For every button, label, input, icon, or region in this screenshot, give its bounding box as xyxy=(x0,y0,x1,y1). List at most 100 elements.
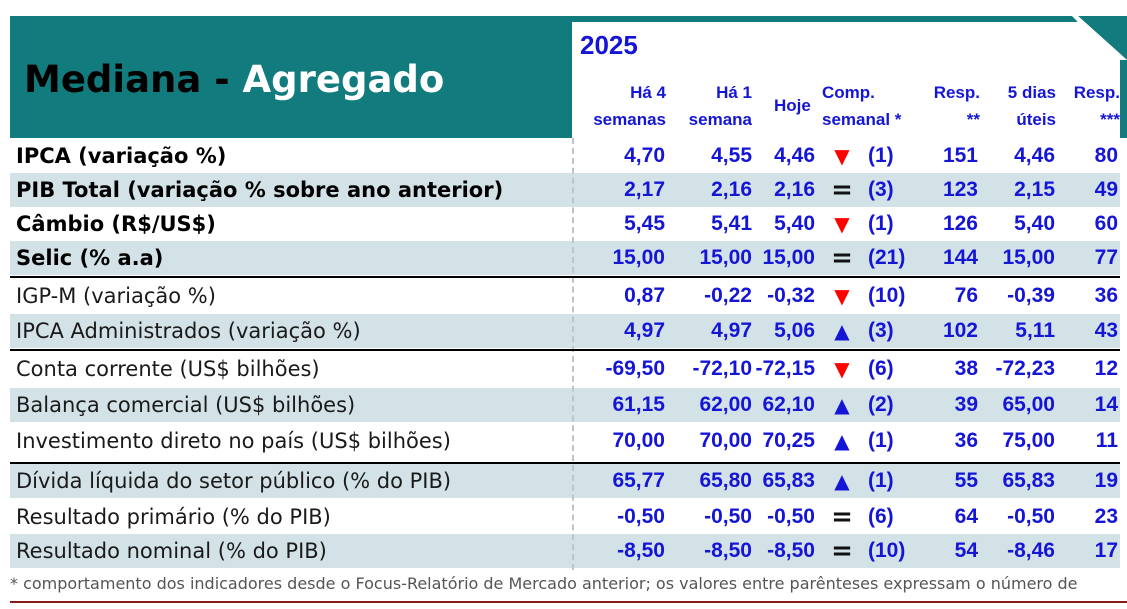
indicator-label: IGP-M (variação %) xyxy=(16,284,216,308)
value-ha1: 70,00 xyxy=(699,429,752,452)
value-resp: 144 xyxy=(942,246,978,269)
arrow-up-icon: ▲ xyxy=(834,429,850,453)
weeks-count: (1) xyxy=(868,469,894,492)
value-ha4: 2,17 xyxy=(624,178,665,201)
value-ha1: -0,22 xyxy=(704,284,752,307)
value-ha4: 65,77 xyxy=(612,469,665,492)
value-resp: 76 xyxy=(954,284,978,307)
value-ha1: -72,10 xyxy=(692,357,752,380)
col-header-resp3-line1: Resp. xyxy=(1073,83,1120,102)
table-row: IPCA (variação %) 4,70 4,55 4,46 151 4,46 80 ▼ (… xyxy=(10,139,1120,173)
value-ha4: -0,50 xyxy=(617,505,665,528)
footer-rule xyxy=(10,601,1127,603)
weeks-count: (3) xyxy=(868,178,894,201)
value-ha4: 61,15 xyxy=(612,393,665,416)
table-row: Resultado primário (% do PIB) -0,50 -0,50 -… xyxy=(10,500,1120,534)
value-resp: 55 xyxy=(954,469,978,492)
value-resp3: 49 xyxy=(1094,178,1118,201)
weeks-count: (10) xyxy=(868,284,906,307)
title-part-1: Mediana - xyxy=(24,58,230,101)
value-resp: 54 xyxy=(954,539,978,562)
column-header-panel xyxy=(572,22,1120,138)
value-hoje: 15,00 xyxy=(762,246,815,269)
column-separator xyxy=(572,138,574,570)
table-row: IPCA Administrados (variação %) 4,97 4,97 5… xyxy=(10,314,1120,348)
value-cinco: 65,00 xyxy=(1002,393,1055,416)
group-divider xyxy=(10,462,1120,464)
value-resp: 151 xyxy=(942,144,978,167)
value-resp3: 17 xyxy=(1094,539,1118,562)
value-hoje: 65,83 xyxy=(762,469,815,492)
value-hoje: -72,15 xyxy=(755,357,815,380)
value-resp: 126 xyxy=(942,212,978,235)
header-right-edge xyxy=(1120,60,1127,138)
header-corner-fold xyxy=(1072,16,1127,66)
table-row: PIB Total (variação % sobre ano anterior… xyxy=(10,173,1120,207)
value-cinco: 75,00 xyxy=(1002,429,1055,452)
table-row: Dívida líquida do setor público (% do PI… xyxy=(10,464,1120,498)
value-cinco: 65,83 xyxy=(1002,469,1055,492)
arrow-up-icon: ▲ xyxy=(834,393,850,417)
col-header-resp-line2: ** xyxy=(966,110,980,129)
value-ha4: 0,87 xyxy=(624,284,665,307)
arrow-down-icon: ▼ xyxy=(834,357,850,381)
group-divider xyxy=(10,276,1120,278)
value-resp3: 43 xyxy=(1094,319,1118,342)
value-cinco: -0,50 xyxy=(1007,505,1055,528)
indicator-label: Selic (% a.a) xyxy=(16,246,164,270)
equal-icon: = xyxy=(831,243,853,273)
value-cinco: -72,23 xyxy=(995,357,1055,380)
table-row: IGP-M (variação %) 0,87 -0,22 -0,32 76 -0,39 3… xyxy=(10,279,1120,313)
report-title: Mediana - Agregado xyxy=(24,58,444,101)
equal-icon: = xyxy=(831,175,853,205)
value-ha1: -0,50 xyxy=(704,505,752,528)
indicator-label: Resultado primário (% do PIB) xyxy=(16,505,331,529)
value-ha1: 5,41 xyxy=(711,212,752,235)
value-hoje: -8,50 xyxy=(767,539,815,562)
indicator-label: IPCA Administrados (variação %) xyxy=(16,319,361,343)
value-ha4: -8,50 xyxy=(617,539,665,562)
year-label: 2025 xyxy=(580,30,638,60)
title-part-2: Agregado xyxy=(242,58,445,101)
value-hoje: 70,25 xyxy=(762,429,815,452)
weeks-count: (1) xyxy=(868,212,894,235)
arrow-down-icon: ▼ xyxy=(834,284,850,308)
col-header-5-days-line2: úteis xyxy=(1016,110,1056,129)
table-row: Selic (% a.a) 15,00 15,00 15,00 144 15,00 77 = (… xyxy=(10,241,1120,275)
value-resp: 38 xyxy=(954,357,978,380)
col-header-4-weeks-line1: Há 4 xyxy=(630,83,666,102)
value-resp3: 36 xyxy=(1094,284,1118,307)
indicator-label: Dívida líquida do setor público (% do PI… xyxy=(16,469,452,493)
value-ha4: -69,50 xyxy=(605,357,665,380)
value-ha4: 5,45 xyxy=(624,212,665,235)
value-resp3: 80 xyxy=(1094,144,1118,167)
col-header-4-weeks-line2: semanas xyxy=(593,110,666,129)
col-header-comp-line1: Comp. xyxy=(822,83,875,102)
table-row: Investimento direto no país (US$ bilhões… xyxy=(10,424,1120,458)
col-header-4-weeks: Há 4 semanas xyxy=(590,79,666,133)
col-header-5-days: 5 dias úteis xyxy=(996,79,1056,133)
value-resp3: 23 xyxy=(1094,505,1118,528)
title-panel: Mediana - Agregado xyxy=(10,16,572,138)
value-cinco: -0,39 xyxy=(1007,284,1055,307)
col-header-comp-line2: semanal * xyxy=(822,110,902,129)
value-resp: 102 xyxy=(942,319,978,342)
indicator-label: PIB Total (variação % sobre ano anterior… xyxy=(16,178,504,202)
weeks-count: (3) xyxy=(868,319,894,342)
weeks-count: (21) xyxy=(868,246,906,269)
col-header-responses-5-days: Resp. *** xyxy=(1070,79,1120,133)
value-resp3: 11 xyxy=(1095,429,1118,452)
col-header-1-week-line1: Há 1 xyxy=(716,83,752,102)
value-resp3: 19 xyxy=(1094,469,1118,492)
weeks-count: (1) xyxy=(868,429,894,452)
value-cinco: 4,46 xyxy=(1014,144,1055,167)
table-row: Resultado nominal (% do PIB) -8,50 -8,50 -8… xyxy=(10,534,1120,568)
indicator-label: Balança comercial (US$ bilhões) xyxy=(16,393,356,417)
value-ha1: -8,50 xyxy=(704,539,752,562)
value-ha1: 15,00 xyxy=(699,246,752,269)
value-hoje: 62,10 xyxy=(762,393,815,416)
indicator-label: Resultado nominal (% do PIB) xyxy=(16,539,327,563)
value-hoje: 5,40 xyxy=(774,212,815,235)
value-cinco: 5,40 xyxy=(1014,212,1055,235)
value-cinco: 2,15 xyxy=(1014,178,1055,201)
